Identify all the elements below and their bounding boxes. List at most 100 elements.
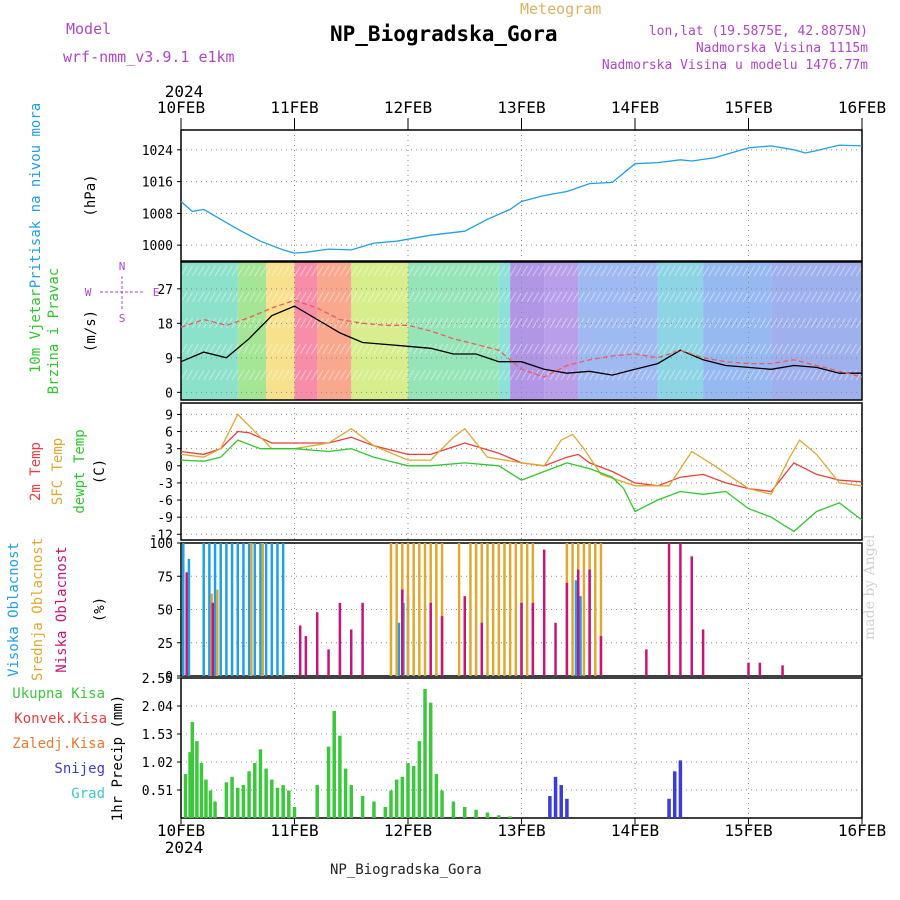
bar bbox=[678, 760, 683, 818]
wind-barb bbox=[180, 343, 188, 355]
bar bbox=[485, 812, 490, 818]
bar bbox=[406, 763, 410, 818]
legend-entry: Zaledj.Kisa bbox=[12, 736, 105, 752]
wind-barb bbox=[844, 317, 852, 329]
bar bbox=[247, 771, 251, 818]
wind-barb bbox=[532, 369, 540, 381]
wind-barb bbox=[333, 291, 341, 303]
bar bbox=[242, 543, 245, 676]
x-tick-label-bottom: 11FEB bbox=[270, 821, 318, 840]
wind-barb bbox=[271, 265, 279, 277]
y-tick-label: 1016 bbox=[142, 176, 173, 191]
wind-barb bbox=[197, 291, 205, 303]
wind-barb bbox=[850, 343, 858, 355]
wind-barb bbox=[379, 291, 387, 303]
wind-barb bbox=[203, 369, 211, 381]
year-label-top: 2024 bbox=[165, 82, 204, 101]
wind-barb bbox=[242, 291, 250, 303]
wind-barb bbox=[277, 343, 284, 355]
wind-barb bbox=[725, 291, 733, 303]
wind-barb bbox=[492, 265, 500, 277]
x-tick-label-top: 13FEB bbox=[497, 98, 545, 117]
wind-barb bbox=[850, 265, 858, 277]
wind-speed-shading bbox=[703, 262, 772, 400]
wind-barb bbox=[793, 343, 801, 355]
wind-barb bbox=[248, 265, 256, 277]
wind-barb bbox=[617, 343, 625, 355]
bar bbox=[457, 543, 461, 676]
wind-barb bbox=[691, 317, 699, 329]
wind-barb bbox=[679, 317, 687, 329]
wind-barb bbox=[782, 265, 789, 277]
wind-barb bbox=[225, 291, 233, 303]
wind-barb bbox=[407, 291, 415, 303]
x-tick-label-top: 12FEB bbox=[384, 98, 432, 117]
bar bbox=[531, 602, 535, 676]
wind-barb bbox=[401, 369, 409, 381]
wind-barb bbox=[623, 265, 631, 277]
bar bbox=[281, 543, 285, 676]
wind-barb bbox=[799, 317, 807, 329]
bar bbox=[183, 774, 188, 818]
bar bbox=[412, 543, 415, 676]
wind-barb bbox=[305, 291, 313, 303]
bar bbox=[383, 807, 388, 818]
bar bbox=[185, 572, 188, 676]
wind-barb bbox=[572, 343, 580, 355]
bar bbox=[287, 790, 291, 818]
wind-barb bbox=[634, 317, 642, 329]
wind-barb bbox=[311, 291, 318, 303]
wind-barb bbox=[816, 317, 824, 329]
bar bbox=[236, 543, 239, 676]
wind-barb bbox=[328, 369, 335, 381]
wind-barb bbox=[753, 343, 761, 355]
wind-barb bbox=[294, 265, 301, 277]
wind-barb bbox=[543, 369, 551, 381]
wind-barb bbox=[424, 343, 432, 355]
y-tick-label: 1000 bbox=[142, 239, 173, 254]
bar bbox=[395, 543, 398, 676]
wind-barb bbox=[594, 369, 602, 381]
wind-barb bbox=[316, 317, 324, 329]
wind-barb bbox=[362, 369, 370, 381]
wind-barb bbox=[555, 317, 562, 329]
series-line bbox=[180, 439, 863, 533]
wind-barb bbox=[299, 291, 307, 303]
wind-barb bbox=[799, 291, 807, 303]
y-tick-label: 9 bbox=[165, 352, 173, 367]
bar bbox=[406, 543, 410, 676]
wind-barb bbox=[765, 369, 772, 381]
wind-barb bbox=[379, 265, 387, 277]
wind-barb bbox=[668, 369, 676, 381]
wind-barb bbox=[498, 369, 506, 381]
x-tick-label-bottom: 14FEB bbox=[611, 821, 659, 840]
wind-barb bbox=[265, 317, 273, 329]
wind-barb bbox=[469, 317, 477, 329]
wind-barb bbox=[435, 265, 443, 277]
wind-barb bbox=[435, 369, 443, 381]
wind-barb bbox=[691, 291, 699, 303]
wind-barb bbox=[759, 317, 767, 329]
wind-barb bbox=[736, 265, 744, 277]
wind-barb bbox=[407, 343, 415, 355]
wind-barb bbox=[464, 369, 472, 381]
chart-title: NP_Biogradska_Gora bbox=[330, 22, 558, 46]
wind-barb bbox=[316, 369, 324, 381]
wind-barb bbox=[617, 369, 625, 381]
x-tick-label-top: 15FEB bbox=[724, 98, 772, 117]
wind-barb bbox=[509, 317, 517, 329]
wind-barb bbox=[850, 317, 858, 329]
wind-barb bbox=[776, 317, 784, 329]
wind-barb bbox=[203, 291, 211, 303]
wind-barb bbox=[731, 317, 738, 329]
wind-barb bbox=[589, 343, 597, 355]
bar bbox=[349, 785, 353, 818]
wind-barb bbox=[566, 317, 574, 329]
wind-barb bbox=[538, 265, 545, 277]
wind-barb bbox=[373, 265, 381, 277]
bar bbox=[332, 710, 336, 818]
wind-barb bbox=[373, 343, 381, 355]
wind-barb bbox=[691, 369, 699, 381]
bar bbox=[253, 543, 257, 676]
wind-barb bbox=[634, 343, 642, 355]
